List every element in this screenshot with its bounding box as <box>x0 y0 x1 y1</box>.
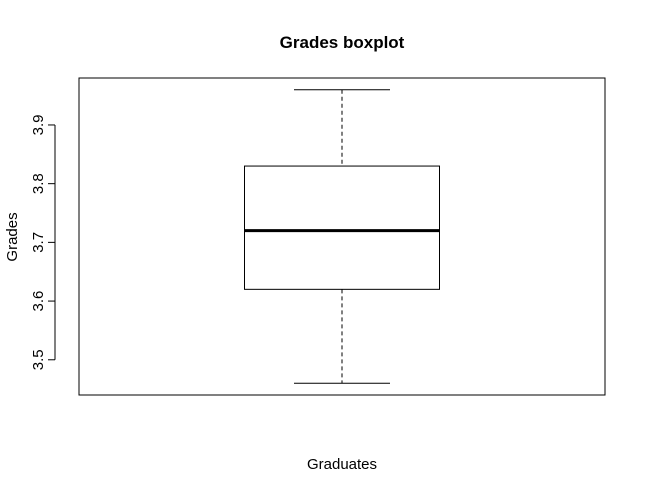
y-tick-label: 3.6 <box>30 291 47 312</box>
box-group <box>244 89 440 384</box>
y-tick-label: 3.5 <box>30 349 47 370</box>
plot-frame <box>78 77 606 396</box>
chart-title: Grades boxplot <box>280 33 405 52</box>
y-tick-label: 3.8 <box>30 173 47 194</box>
y-tick-label: 3.9 <box>30 115 47 136</box>
interquartile-box <box>244 165 440 290</box>
x-axis-label: Graduates <box>307 456 377 473</box>
y-axis-label: Grades <box>4 212 21 261</box>
y-tick-label: 3.7 <box>30 232 47 253</box>
y-axis-ticks: 3.5 3.6 3.7 3.8 3.9 <box>30 115 55 370</box>
